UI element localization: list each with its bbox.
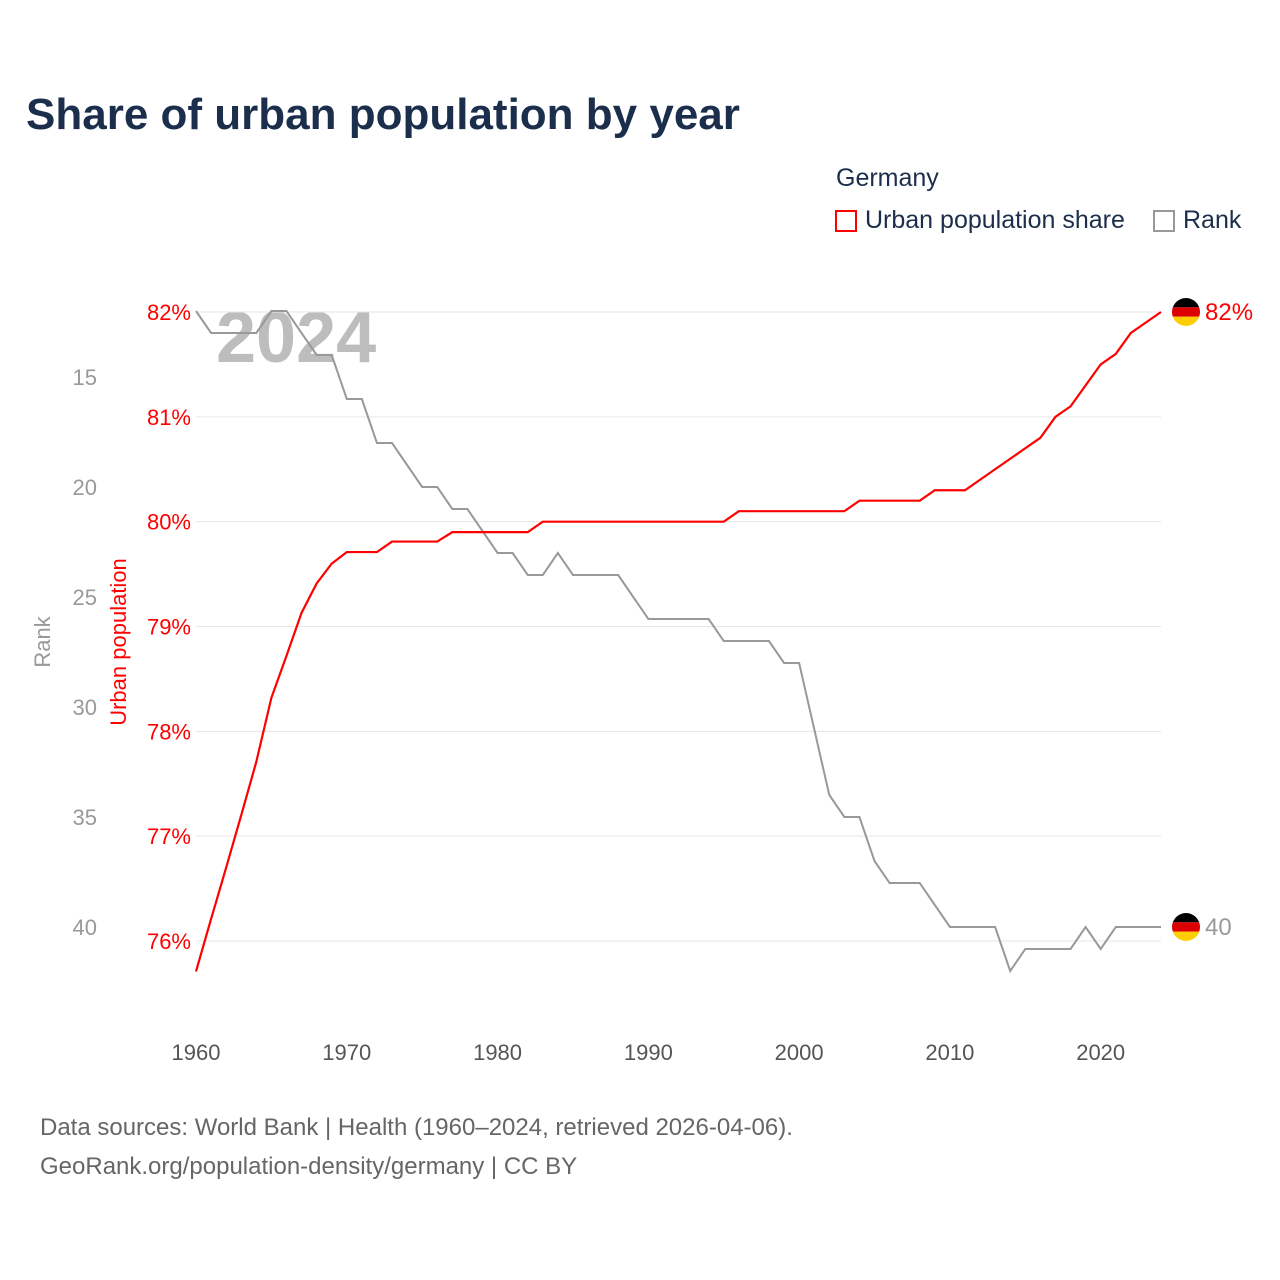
legend-item-rank[interactable]: Rank (1153, 206, 1241, 235)
x-tick-label: 2020 (1076, 1040, 1125, 1065)
germany-flag-icon-rank (1172, 913, 1200, 941)
x-tick-label: 1960 (172, 1040, 221, 1065)
y-tick-label: 82% (147, 300, 191, 325)
footer: Data sources: World Bank | Health (1960–… (40, 1108, 793, 1186)
y2-tick-label: 25 (73, 585, 97, 610)
rank-line (195, 310, 1161, 974)
y2-axis-label: Rank (30, 615, 55, 667)
y-tick-label: 79% (147, 615, 191, 640)
footer-sources: Data sources: World Bank | Health (1960–… (40, 1114, 793, 1141)
y2-tick-label: 15 (73, 365, 97, 390)
x-tick-label: 1990 (624, 1040, 673, 1065)
legend-swatch-rank (1153, 209, 1175, 232)
y-axis-label: Urban population (106, 558, 131, 726)
y-tick-label: 77% (147, 824, 191, 849)
x-tick-label: 2010 (925, 1040, 974, 1065)
y-tick-label: 80% (147, 510, 191, 535)
legend-item-urban[interactable]: Urban population share (835, 206, 1125, 235)
y2-tick-label: 40 (73, 915, 97, 940)
urban-share-line (194, 311, 1162, 972)
y2-tick-label: 20 (73, 475, 97, 500)
y2-tick-label: 30 (73, 695, 97, 720)
y-tick-label: 76% (147, 929, 191, 954)
y2-tick-label: 35 (73, 805, 97, 830)
y-tick-label: 78% (147, 719, 191, 744)
x-tick-label: 1970 (322, 1040, 371, 1065)
germany-flag-icon-urban (1172, 298, 1200, 326)
legend-label-urban: Urban population share (865, 206, 1125, 234)
watermark-year: 2024 (216, 298, 376, 378)
rank-end-label: 40 (1205, 914, 1232, 941)
x-tick-label: 1980 (473, 1040, 522, 1065)
urban-end-label: 82% (1205, 299, 1253, 326)
x-tick-label: 2000 (775, 1040, 824, 1065)
legend-label-rank: Rank (1183, 206, 1242, 234)
chart-title: Share of urban population by year (26, 90, 740, 139)
y-tick-label: 81% (147, 405, 191, 430)
legend-swatch-urban (835, 209, 857, 232)
legend-title: Germany (836, 164, 939, 192)
footer-link[interactable]: GeoRank.org/population-density/germany |… (40, 1153, 578, 1180)
